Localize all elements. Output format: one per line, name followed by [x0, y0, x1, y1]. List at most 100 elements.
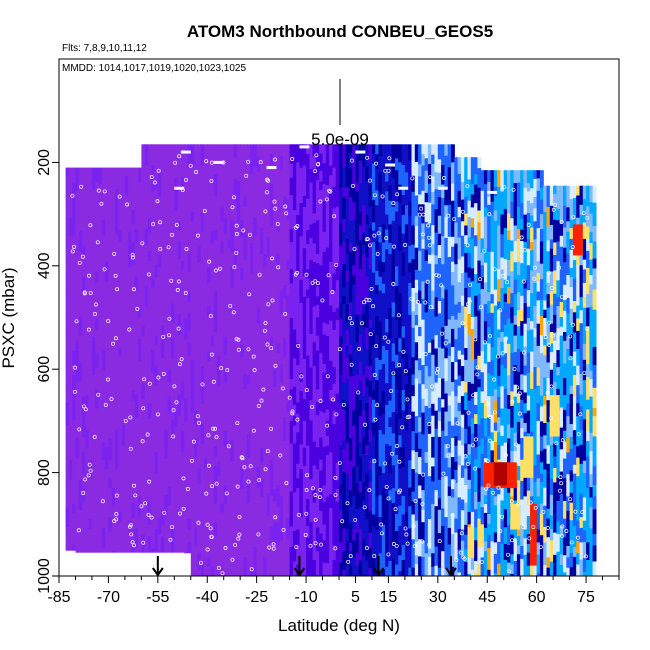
sample-point — [280, 386, 285, 391]
heatmap-cell — [269, 302, 274, 326]
heatmap-cell — [526, 543, 531, 554]
heatmap-cell — [579, 444, 584, 465]
sample-point — [202, 209, 207, 214]
heatmap-cell — [536, 496, 541, 508]
heatmap-cell — [523, 323, 528, 347]
heatmap-cell — [306, 468, 310, 483]
heatmap-cell — [513, 384, 518, 398]
heatmap-cell — [279, 291, 284, 314]
heatmap-cell — [269, 226, 274, 239]
heatmap-cell — [418, 336, 422, 359]
heatmap-cell — [213, 214, 218, 231]
heatmap-cell — [365, 507, 370, 520]
heatmap-cell — [167, 433, 172, 455]
heatmap-cell — [424, 485, 429, 498]
heatmap-cell — [88, 252, 93, 265]
heatmap-cell — [273, 501, 277, 523]
sample-point — [570, 245, 575, 249]
heatmap-cell — [526, 472, 531, 492]
heatmap-cell — [200, 564, 205, 577]
heatmap-cell — [507, 287, 511, 304]
heatmap-cell — [167, 541, 172, 553]
heatmap-cell — [292, 329, 297, 339]
heatmap-cell — [375, 462, 380, 480]
heatmap-cell — [279, 337, 284, 347]
heatmap-cell — [115, 273, 119, 296]
sample-point — [295, 224, 300, 229]
heatmap-cell — [187, 272, 192, 292]
sample-point — [496, 354, 500, 359]
sample-point — [434, 272, 439, 277]
heatmap-cell — [207, 536, 212, 559]
heatmap-cell — [141, 181, 146, 195]
heatmap-cell — [299, 420, 304, 433]
heatmap-cell — [134, 243, 139, 257]
heatmap-cell — [134, 547, 139, 554]
heatmap-cell — [368, 430, 373, 443]
sample-point — [125, 202, 130, 207]
heatmap-cell — [539, 335, 544, 354]
sample-point — [360, 321, 364, 326]
heatmap-cell — [365, 386, 370, 404]
sample-point — [99, 201, 104, 206]
heatmap-cell — [68, 459, 73, 481]
heatmap-cell — [250, 552, 254, 569]
heatmap-cell — [177, 486, 182, 510]
heatmap-cell — [286, 360, 291, 385]
sample-point — [382, 335, 387, 340]
sample-point — [244, 173, 249, 178]
sample-point — [214, 435, 219, 440]
heatmap-cell — [312, 524, 317, 540]
heatmap-cell — [246, 219, 251, 237]
heatmap-cell — [164, 206, 169, 219]
heatmap-cell — [375, 249, 380, 272]
heatmap-cell — [398, 263, 403, 283]
heatmap-cell — [546, 185, 551, 208]
heatmap-cell — [378, 311, 383, 323]
sample-point — [543, 335, 548, 340]
heatmap-cell — [230, 491, 235, 515]
heatmap-cell — [147, 524, 152, 537]
heatmap-cell — [82, 501, 86, 522]
sample-point — [417, 212, 422, 217]
heatmap-cell — [467, 410, 472, 428]
heatmap-cell — [200, 272, 205, 284]
heatmap-cell — [493, 542, 498, 555]
heatmap-cell — [418, 250, 422, 271]
heatmap-cell — [243, 275, 248, 287]
heatmap-cell — [533, 558, 538, 577]
heatmap-cell — [391, 375, 396, 398]
heatmap-cell — [589, 232, 594, 244]
heatmap-cell — [68, 204, 73, 219]
heatmap-cell — [391, 396, 396, 413]
heatmap-cell — [315, 502, 320, 520]
heatmap-cell — [230, 220, 235, 240]
heatmap-cell — [352, 540, 357, 558]
heatmap-cell — [431, 553, 436, 568]
heatmap-cell — [483, 225, 488, 250]
heatmap-cell — [197, 245, 202, 263]
sample-point — [258, 160, 263, 165]
heatmap-cell — [312, 193, 317, 215]
heatmap-cell — [213, 353, 218, 374]
heatmap-cell — [273, 332, 277, 356]
heatmap-cell — [460, 465, 465, 479]
heatmap-cell — [147, 271, 152, 286]
heatmap-cell — [556, 208, 561, 221]
heatmap-cell — [424, 335, 429, 354]
sample-point — [405, 541, 410, 546]
heatmap-cell — [342, 400, 347, 410]
heatmap-cell — [411, 567, 416, 577]
heatmap-cell — [566, 452, 571, 475]
heatmap-cell — [151, 431, 156, 441]
sample-point — [473, 337, 478, 342]
heatmap-cell — [398, 555, 403, 572]
x-axis: -85 -70 -55 -40 -25 -10 5 15 30 45 60 75 — [47, 576, 620, 606]
heatmap-cell — [302, 399, 307, 422]
heatmap-cell — [579, 277, 584, 298]
sample-point — [492, 377, 497, 382]
heatmap-cell — [546, 345, 551, 363]
heatmap-cell — [220, 369, 225, 379]
heatmap-cell — [569, 308, 574, 324]
heatmap-cell — [286, 501, 291, 520]
